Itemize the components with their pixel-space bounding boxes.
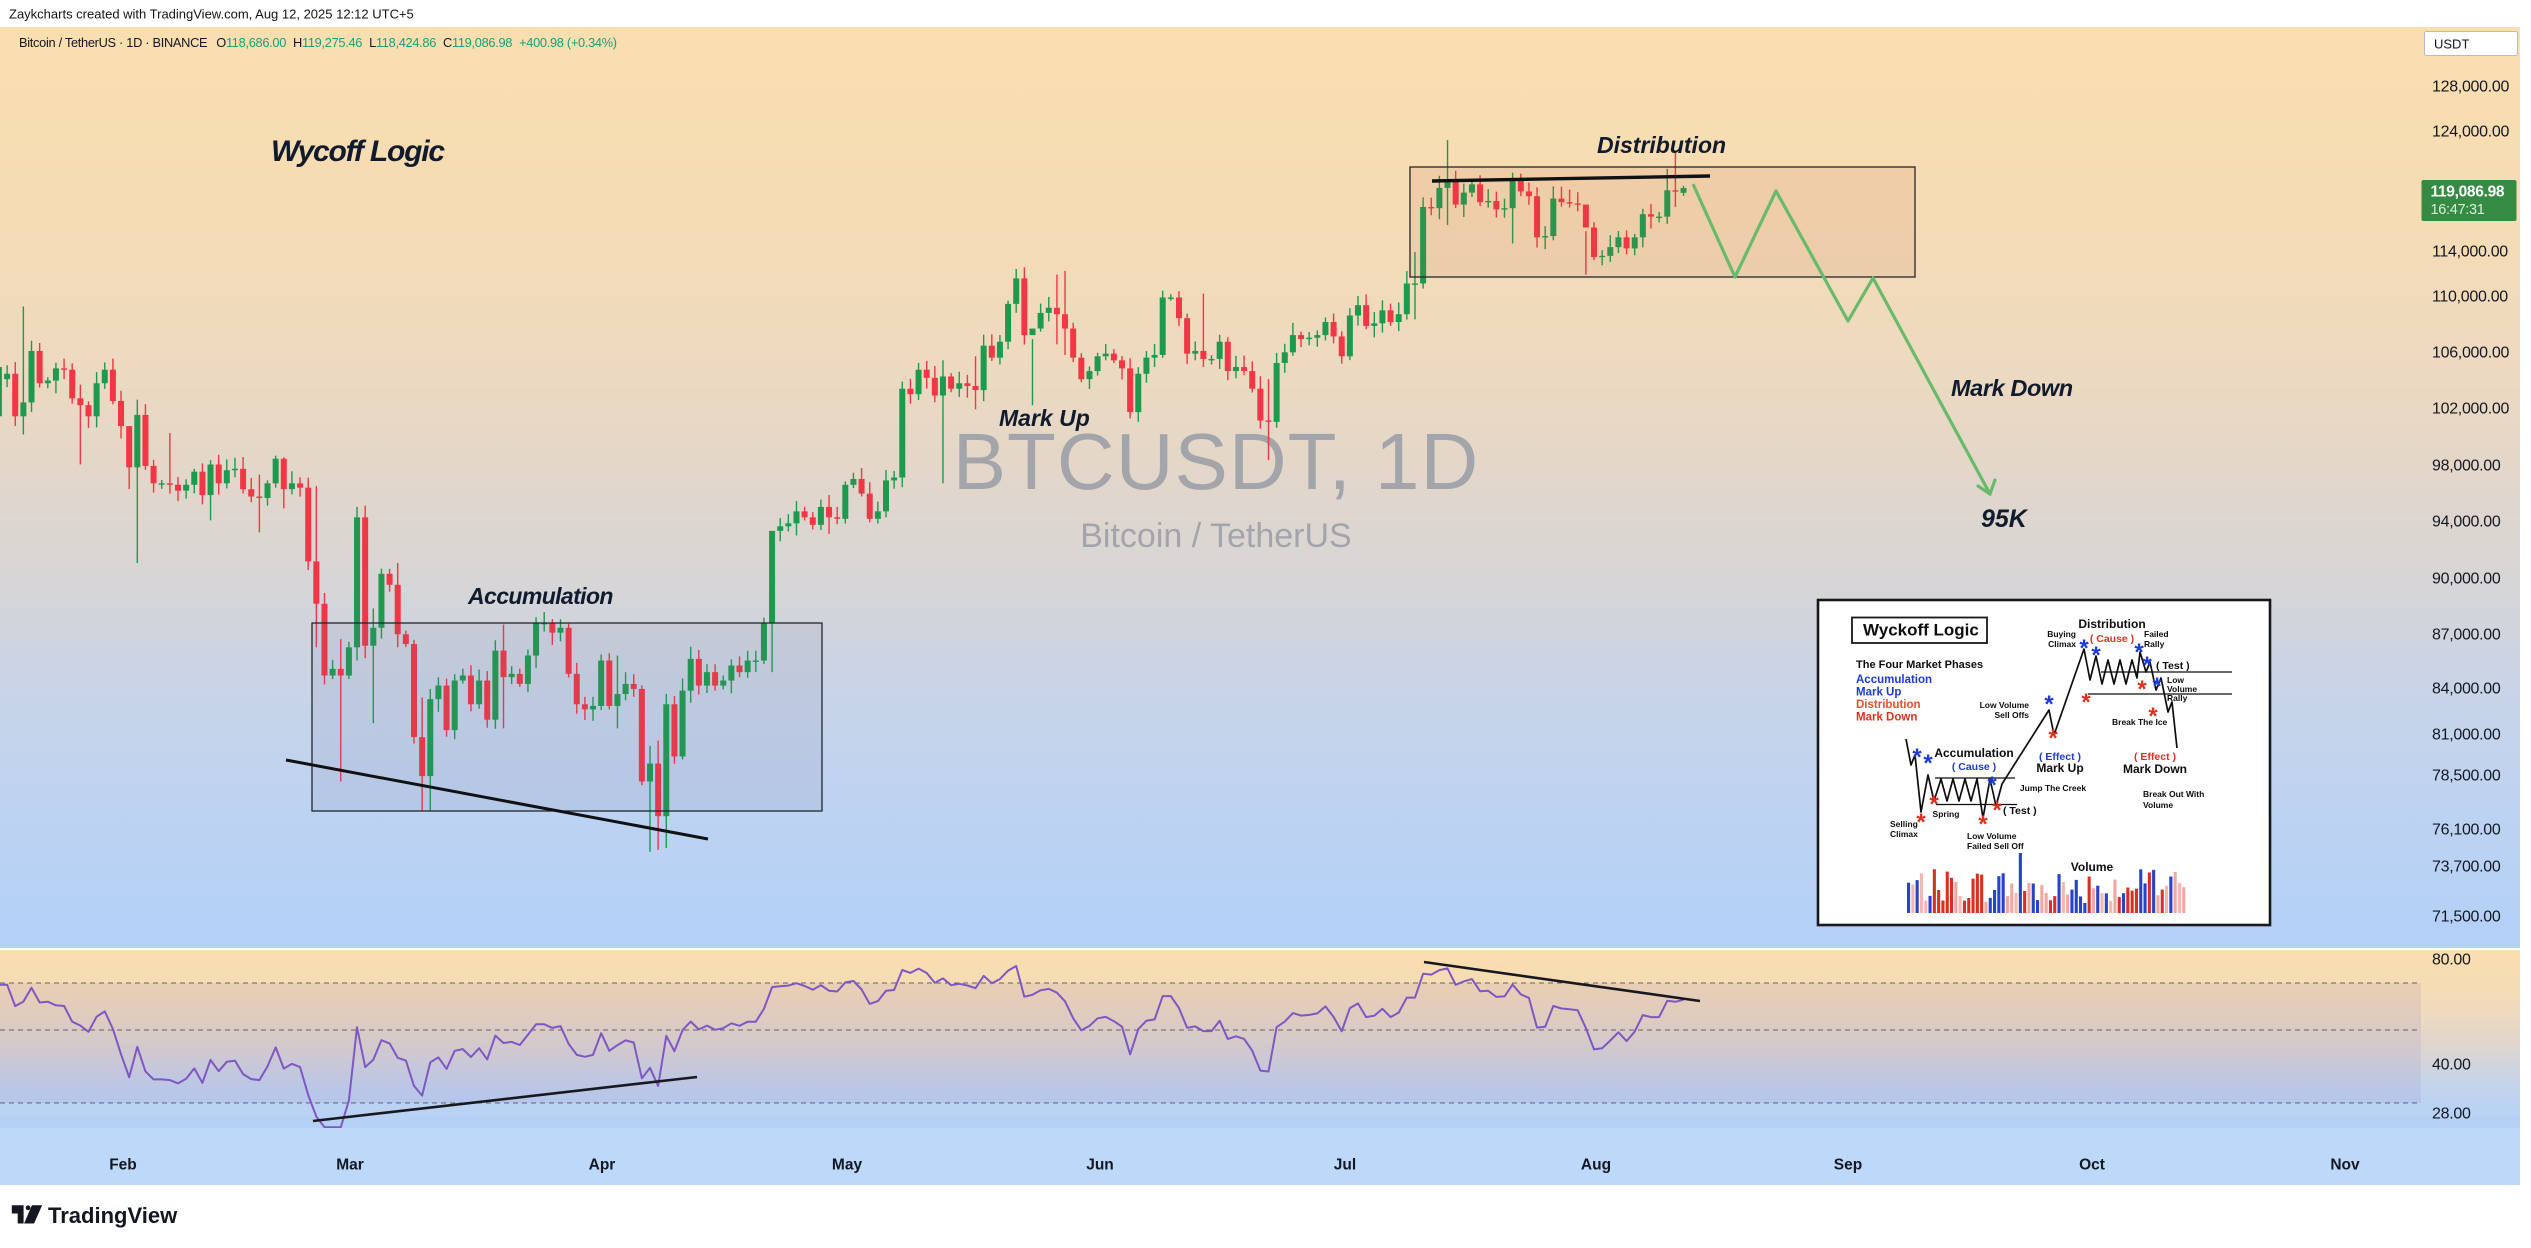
svg-text:Bitcoin / TetherUS · 1D · BINA: Bitcoin / TetherUS · 1D · BINANCE O118,68… bbox=[19, 35, 617, 50]
svg-text:124,000.00: 124,000.00 bbox=[2432, 124, 2509, 141]
svg-text:40.00: 40.00 bbox=[2432, 1057, 2471, 1074]
svg-text:Accumulation: Accumulation bbox=[1856, 674, 1932, 686]
svg-text:Sep: Sep bbox=[1834, 1157, 1862, 1174]
svg-text:Wycoff Logic: Wycoff Logic bbox=[271, 135, 445, 168]
svg-text:*: * bbox=[2044, 691, 2054, 718]
svg-text:Volume: Volume bbox=[2071, 860, 2114, 874]
svg-text:Accumulation: Accumulation bbox=[1934, 746, 2013, 760]
svg-text:*: * bbox=[1978, 811, 1988, 838]
svg-text:*: * bbox=[2152, 673, 2162, 700]
svg-text:119,086.98: 119,086.98 bbox=[2431, 184, 2505, 201]
svg-text:Break The Ice: Break The Ice bbox=[2112, 717, 2168, 727]
svg-text:Low Volume: Low Volume bbox=[1967, 831, 2017, 841]
svg-text:Mar: Mar bbox=[336, 1157, 364, 1174]
svg-text:Wyckoff Logic: Wyckoff Logic bbox=[1863, 621, 1979, 640]
svg-text:90,000.00: 90,000.00 bbox=[2432, 571, 2501, 588]
svg-text:Oct: Oct bbox=[2079, 1157, 2105, 1174]
svg-text:Jump The Creek: Jump The Creek bbox=[2020, 783, 2086, 793]
svg-text:*: * bbox=[1912, 744, 1922, 771]
svg-text:( Cause ): ( Cause ) bbox=[2090, 633, 2134, 645]
svg-text:76,100.00: 76,100.00 bbox=[2432, 822, 2501, 839]
svg-text:80.00: 80.00 bbox=[2432, 952, 2471, 969]
svg-text:Distribution: Distribution bbox=[2078, 617, 2145, 631]
svg-text:Selling: Selling bbox=[1890, 819, 1918, 829]
svg-text:Mark Up: Mark Up bbox=[2036, 761, 2083, 775]
svg-text:( Test ): ( Test ) bbox=[2156, 660, 2190, 672]
svg-text:Feb: Feb bbox=[109, 1157, 137, 1174]
svg-text:( Effect ): ( Effect ) bbox=[2134, 751, 2176, 763]
svg-text:Mark Up: Mark Up bbox=[999, 405, 1090, 431]
svg-text:Rally: Rally bbox=[2167, 693, 2188, 703]
svg-text:TradingView: TradingView bbox=[48, 1203, 178, 1228]
svg-text:*: * bbox=[2148, 703, 2158, 730]
svg-text:Zaykcharts created with Tradin: Zaykcharts created with TradingView.com,… bbox=[9, 7, 414, 22]
svg-text:Climax: Climax bbox=[2048, 639, 2076, 649]
svg-text:84,000.00: 84,000.00 bbox=[2432, 681, 2501, 698]
svg-text:Failed Sell Off: Failed Sell Off bbox=[1967, 841, 2024, 851]
svg-text:Spring: Spring bbox=[1933, 809, 1960, 819]
svg-text:71,500.00: 71,500.00 bbox=[2432, 909, 2501, 926]
svg-text:BTCUSDT, 1D: BTCUSDT, 1D bbox=[953, 417, 1480, 506]
svg-text:Aug: Aug bbox=[1581, 1157, 1611, 1174]
svg-text:Distribution: Distribution bbox=[1597, 132, 1726, 158]
svg-text:Mark Up: Mark Up bbox=[1856, 687, 1901, 699]
svg-text:114,000.00: 114,000.00 bbox=[2432, 244, 2508, 261]
svg-text:( Test ): ( Test ) bbox=[2003, 805, 2037, 817]
svg-text:Volume: Volume bbox=[2143, 800, 2173, 810]
svg-text:73,700.00: 73,700.00 bbox=[2432, 859, 2501, 876]
svg-text:( Effect ): ( Effect ) bbox=[2039, 751, 2081, 763]
svg-text:*: * bbox=[2091, 642, 2101, 669]
svg-text:Bitcoin / TetherUS: Bitcoin / TetherUS bbox=[1080, 517, 1352, 555]
svg-text:Mark Down: Mark Down bbox=[2123, 762, 2187, 776]
svg-text:Apr: Apr bbox=[589, 1157, 616, 1174]
svg-text:Buying: Buying bbox=[2047, 629, 2076, 639]
svg-text:Jul: Jul bbox=[1334, 1157, 1356, 1174]
svg-text:Jun: Jun bbox=[1086, 1157, 1114, 1174]
svg-text:94,000.00: 94,000.00 bbox=[2432, 514, 2501, 531]
svg-text:110,000.00: 110,000.00 bbox=[2432, 289, 2508, 306]
svg-text:106,000.00: 106,000.00 bbox=[2432, 345, 2509, 362]
svg-text:*: * bbox=[2048, 725, 2058, 752]
svg-text:81,000.00: 81,000.00 bbox=[2432, 727, 2501, 744]
svg-text:Nov: Nov bbox=[2330, 1157, 2360, 1174]
svg-text:Distribution: Distribution bbox=[1856, 699, 1921, 711]
svg-text:Low: Low bbox=[2167, 675, 2184, 685]
svg-text:28.00: 28.00 bbox=[2432, 1106, 2471, 1123]
svg-text:Accumulation: Accumulation bbox=[467, 583, 613, 609]
svg-text:Mark Down: Mark Down bbox=[1951, 375, 2073, 401]
svg-text:Rally: Rally bbox=[2144, 639, 2165, 649]
svg-text:Failed: Failed bbox=[2144, 629, 2169, 639]
svg-text:102,000.00: 102,000.00 bbox=[2432, 401, 2509, 418]
svg-text:Climax: Climax bbox=[1890, 829, 1918, 839]
svg-text:*: * bbox=[2137, 676, 2147, 703]
svg-text:Sell Offs: Sell Offs bbox=[1995, 710, 2030, 720]
svg-text:Mark Down: Mark Down bbox=[1856, 712, 1917, 724]
svg-text:128,000.00: 128,000.00 bbox=[2432, 79, 2509, 96]
svg-text:16:47:31: 16:47:31 bbox=[2431, 202, 2485, 218]
svg-text:*: * bbox=[1929, 791, 1939, 818]
svg-text:*: * bbox=[2079, 635, 2089, 662]
svg-text:( Cause ): ( Cause ) bbox=[1952, 761, 1996, 773]
svg-text:95K: 95K bbox=[1981, 505, 2029, 533]
svg-text:USDT: USDT bbox=[2434, 37, 2469, 52]
svg-text:May: May bbox=[832, 1157, 863, 1174]
svg-text:Break Out With: Break Out With bbox=[2143, 789, 2204, 799]
svg-text:Volume: Volume bbox=[2167, 684, 2197, 694]
svg-text:78,500.00: 78,500.00 bbox=[2432, 768, 2501, 785]
svg-text:Low Volume: Low Volume bbox=[1980, 700, 2030, 710]
svg-text:*: * bbox=[2134, 639, 2144, 666]
svg-text:*: * bbox=[1916, 809, 1926, 836]
svg-text:*: * bbox=[2142, 652, 2152, 679]
svg-text:*: * bbox=[1987, 772, 1997, 799]
svg-text:87,000.00: 87,000.00 bbox=[2432, 627, 2501, 644]
svg-text:*: * bbox=[1992, 797, 2002, 824]
svg-text:The Four Market Phases: The Four Market Phases bbox=[1856, 659, 1983, 671]
svg-text:*: * bbox=[1923, 750, 1933, 777]
svg-text:98,000.00: 98,000.00 bbox=[2432, 458, 2501, 475]
svg-text:*: * bbox=[2081, 689, 2091, 716]
